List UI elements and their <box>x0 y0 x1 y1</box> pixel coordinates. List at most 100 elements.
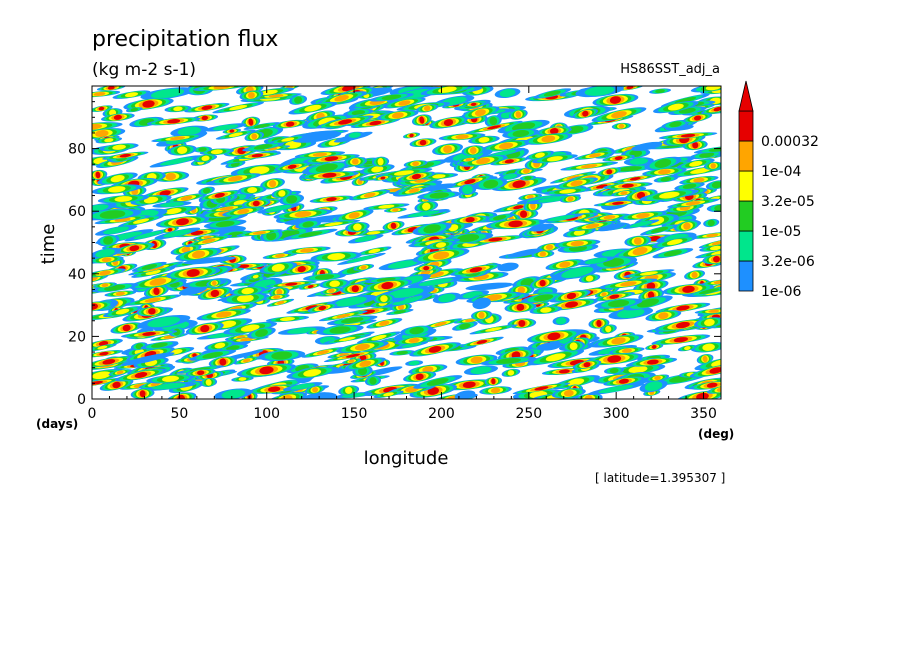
rain-cell <box>250 93 302 99</box>
rain-cell <box>164 105 192 113</box>
x-tick-label: 150 <box>341 406 368 422</box>
rain-contour <box>692 141 699 149</box>
rain-cell <box>593 334 644 348</box>
rain-contour <box>369 120 382 126</box>
rain-cell <box>411 114 432 126</box>
rain-contour <box>342 86 356 92</box>
rain-contour <box>628 365 648 374</box>
rain-contour <box>684 346 691 351</box>
rain-contour <box>229 105 248 111</box>
rain-contour <box>518 319 526 327</box>
rain-cell <box>110 322 143 334</box>
rain-cell <box>533 88 572 99</box>
rain-contour <box>714 204 721 212</box>
rain-contour <box>513 205 524 210</box>
y-tick-label: 40 <box>68 267 86 283</box>
y-tick-label: 80 <box>68 142 86 158</box>
rain-contour <box>99 351 109 356</box>
rain-contour <box>327 253 346 261</box>
rain-contour <box>279 317 295 322</box>
rain-contour <box>650 226 669 233</box>
rain-cell <box>508 208 539 220</box>
rain-cell <box>92 202 117 214</box>
rain-contour <box>249 166 270 175</box>
rain-contour <box>240 337 253 342</box>
rain-cell <box>484 376 503 386</box>
rain-contour <box>603 215 616 220</box>
rain-cell <box>112 90 151 99</box>
rain-cell <box>694 356 721 371</box>
rain-cell <box>529 306 563 315</box>
rain-cell <box>690 231 721 239</box>
rain-cell <box>221 292 270 304</box>
rain-cell <box>168 327 185 337</box>
rain-cell <box>382 292 433 308</box>
rain-contour <box>216 311 232 318</box>
rain-cell <box>591 107 647 123</box>
rain-contour <box>397 89 431 101</box>
rain-contour <box>114 196 133 202</box>
rain-contour <box>626 86 634 90</box>
rain-cell <box>184 205 203 215</box>
rain-cell <box>651 334 711 346</box>
colorbar-swatch <box>738 140 754 172</box>
rain-contour <box>526 194 534 199</box>
rain-cell <box>461 101 486 107</box>
rain-cell <box>289 95 308 105</box>
rain-cell <box>244 131 264 142</box>
rain-contour <box>348 132 361 138</box>
rain-contour <box>351 110 366 116</box>
rain-cell <box>231 376 254 382</box>
rain-contour <box>201 105 213 110</box>
rain-cell <box>353 229 394 236</box>
rain-contour <box>711 181 721 189</box>
rain-contour <box>393 170 414 176</box>
rain-contour <box>540 307 552 313</box>
rain-cell <box>498 172 522 181</box>
rain-contour <box>173 106 183 112</box>
rain-contour <box>341 392 366 398</box>
rain-cell <box>320 86 378 95</box>
rain-cell <box>197 286 233 300</box>
rain-contour <box>488 237 503 242</box>
rain-cell <box>504 302 537 313</box>
rain-contour <box>632 247 648 256</box>
rain-contour <box>682 285 695 293</box>
rain-cell <box>389 350 416 356</box>
rain-contour <box>176 218 189 226</box>
rain-contour <box>483 179 499 189</box>
rain-contour <box>92 204 109 213</box>
rain-cell <box>344 131 365 139</box>
rain-cell <box>611 122 632 130</box>
rain-contour <box>470 366 492 375</box>
rain-cell <box>386 308 414 315</box>
rain-cell <box>356 331 401 344</box>
rain-contour <box>409 133 414 138</box>
rain-contour <box>177 126 202 136</box>
rain-contour <box>408 360 420 366</box>
rain-contour <box>167 119 181 124</box>
rain-cell <box>491 177 547 192</box>
rain-contour <box>412 162 435 170</box>
rain-contour <box>211 280 217 286</box>
rain-cell <box>342 358 362 364</box>
rain-cell <box>610 363 666 376</box>
rain-contour <box>107 86 115 90</box>
rain-cell <box>479 386 512 395</box>
rain-contour <box>115 291 125 296</box>
rain-contour <box>503 173 518 180</box>
rain-contour <box>147 316 181 328</box>
rain-contour <box>709 245 721 251</box>
rain-contour <box>498 142 514 150</box>
rain-contour <box>491 378 496 385</box>
rain-contour <box>706 233 719 238</box>
rain-contour <box>213 86 230 90</box>
rain-contour <box>286 195 298 204</box>
rain-cell <box>603 182 653 190</box>
rain-contour <box>266 231 277 241</box>
rain-cell <box>588 213 631 222</box>
rain-contour <box>459 323 471 330</box>
rain-contour <box>326 197 337 202</box>
rain-cell <box>453 271 509 282</box>
rain-contour <box>559 261 571 268</box>
